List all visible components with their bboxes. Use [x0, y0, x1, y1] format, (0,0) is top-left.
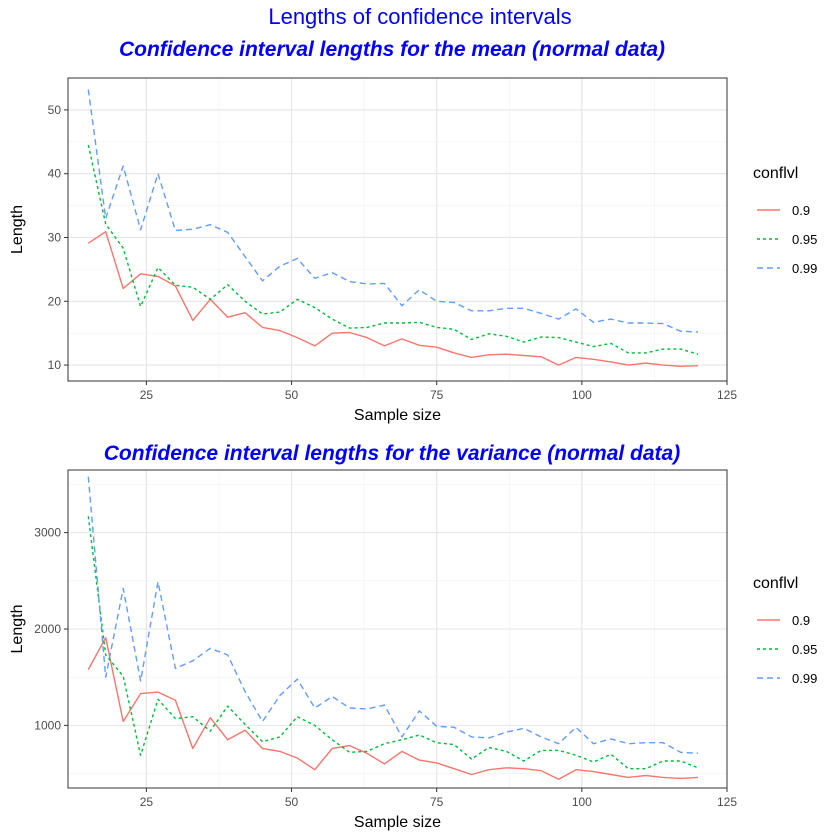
- x-axis-title: Sample size: [354, 407, 441, 424]
- main-title: Lengths of confidence intervals: [268, 4, 571, 29]
- panel-border: [67, 77, 728, 382]
- y-tick-label: 10: [48, 358, 62, 372]
- x-tick-label: 50: [285, 795, 299, 809]
- y-tick-label: 1000: [34, 718, 61, 732]
- grid-lines: [68, 77, 727, 381]
- legend-title: conflvl: [753, 165, 798, 182]
- legend: conflvl 0.9 0.95 0.99: [753, 165, 817, 276]
- legend-label: 0.9: [792, 203, 810, 218]
- x-tick-label: 75: [430, 795, 444, 809]
- legend-label: 0.99: [792, 261, 817, 276]
- y-tick-label: 30: [48, 230, 62, 244]
- mean-chart-panel: Confidence interval lengths for the mean…: [9, 38, 817, 424]
- legend-label: 0.95: [792, 232, 817, 247]
- x-axis-title: Sample size: [354, 814, 441, 831]
- grid-lines: [68, 470, 727, 788]
- legend-label: 0.9: [792, 613, 810, 628]
- y-tick-label: 20: [48, 294, 62, 308]
- x-tick-label: 75: [430, 388, 444, 402]
- series-line-0-9: [87, 231, 699, 367]
- chart-title: Confidence interval lengths for the vari…: [104, 442, 680, 465]
- x-tick-label: 100: [572, 388, 592, 402]
- x-tick-label: 125: [717, 795, 737, 809]
- x-tick-label: 25: [140, 795, 154, 809]
- y-tick-label: 40: [48, 167, 62, 181]
- variance-chart-panel: Confidence interval lengths for the vari…: [9, 442, 817, 831]
- series-line-0-99: [87, 89, 699, 333]
- legend-title: conflvl: [753, 575, 798, 592]
- legend: conflvl 0.9 0.95 0.99: [753, 575, 817, 686]
- y-tick-label: 2000: [34, 622, 61, 636]
- x-tick-label: 25: [140, 388, 154, 402]
- y-tick-label: 3000: [34, 526, 61, 540]
- legend-label: 0.95: [792, 642, 817, 657]
- y-axis-title: Length: [9, 205, 26, 254]
- x-tick-label: 100: [572, 795, 592, 809]
- series-line-0-95: [87, 144, 699, 355]
- chart-title: Confidence interval lengths for the mean…: [119, 38, 665, 61]
- series-line-0-9: [87, 637, 699, 780]
- y-tick-label: 50: [48, 103, 62, 117]
- legend-label: 0.99: [792, 671, 817, 686]
- series-line-0-95: [87, 516, 699, 770]
- y-axis-title: Length: [9, 605, 26, 654]
- x-tick-label: 50: [285, 388, 299, 402]
- series-line-0-99: [87, 476, 699, 754]
- x-tick-label: 125: [717, 388, 737, 402]
